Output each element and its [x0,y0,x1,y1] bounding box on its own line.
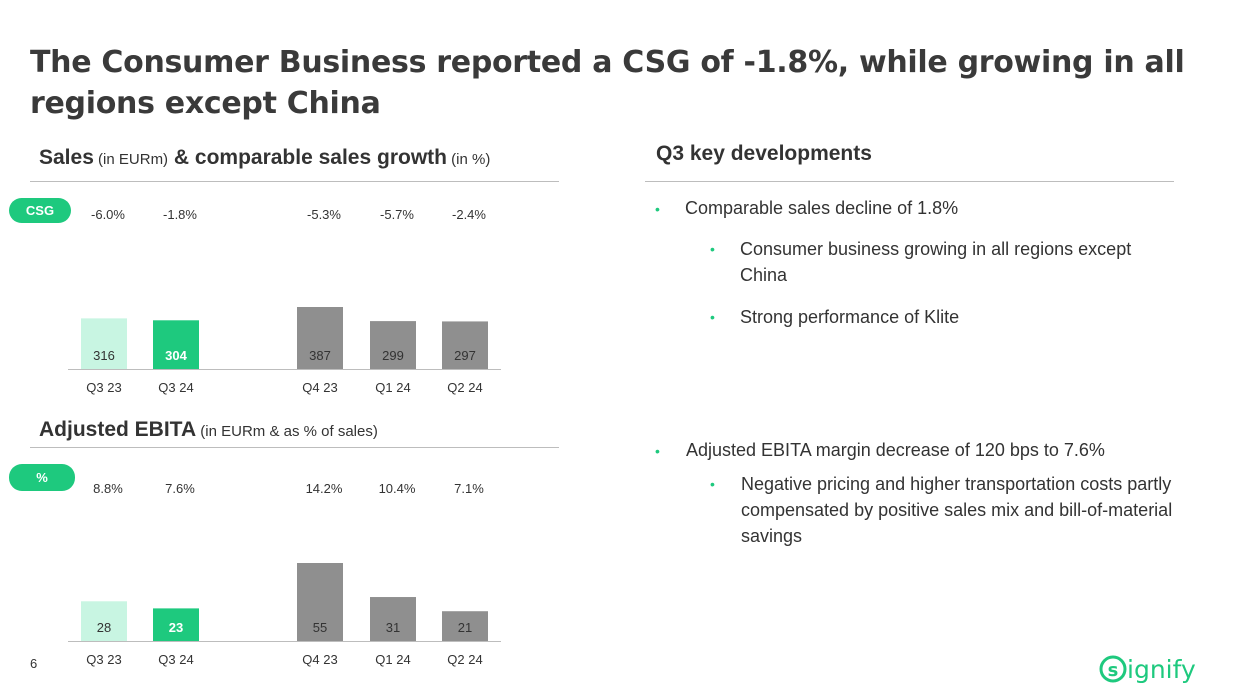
bar-q3-24 [153,608,199,641]
category-label: Q3 24 [158,652,193,667]
bar-q3-24 [153,320,199,369]
logo-text: ignify [1127,655,1196,684]
margin-label: 7.6% [165,481,195,496]
bar-q4-23 [297,307,343,369]
growth-label: -5.7% [380,207,414,222]
bar-q3-23 [81,601,127,641]
sales-title-growth: & comparable sales growth [168,146,447,169]
bullet-dot: • [655,201,660,217]
ebita-section-title: Adjusted EBITA (in EURm & as % of sales) [39,418,378,442]
sub-bullet-dot: • [710,476,715,492]
ebita-divider [30,447,559,448]
bar-q4-23 [297,563,343,641]
page-number: 6 [30,656,38,671]
sales-divider [30,181,559,182]
sales-title-growth-unit: (in %) [446,151,491,168]
bar-value-label: 297 [454,348,476,363]
ebita-chart: 28 Q3 23 8.8% 23 Q3 24 7.6% 55 Q4 23 14.2% 31 Q1 2… [68,481,501,667]
growth-label: -5.3% [307,207,341,222]
csg-pill: CSG [9,198,71,223]
sales-title-bold: Sales [39,146,94,169]
bar-value-label: 387 [309,348,331,363]
sub-bullet-dot: • [710,309,715,325]
sub-bullet-2a: Negative pricing and higher transportati… [741,474,1173,546]
bar-q1-24 [370,597,416,641]
sales-section-title: Sales (in EURm) & comparable sales growt… [39,146,490,170]
percent-pill: % [9,464,75,491]
growth-label: -1.8% [163,207,197,222]
bar-q3-23 [81,318,127,369]
growth-label: -2.4% [452,207,486,222]
bar-value-label: 28 [97,620,111,635]
bar-value-label: 23 [169,620,183,635]
category-label: Q3 23 [86,380,121,395]
bullet-2: Adjusted EBITA margin decrease of 120 bp… [686,440,1105,460]
bar-q2-24 [442,611,488,641]
ebita-title-bold: Adjusted EBITA [39,418,197,441]
category-label: Q4 23 [302,652,337,667]
signify-logo: s ignify [1099,655,1196,684]
svg-text:s: s [1108,660,1119,681]
category-label: Q3 24 [158,380,193,395]
sub-bullet-1b: Strong performance of Klite [740,307,960,327]
margin-label: 10.4% [379,481,416,496]
sales-title-unit: (in EURm) [93,151,169,168]
developments-divider [645,181,1174,182]
margin-label: 14.2% [306,481,343,496]
bar-value-label: 304 [165,348,187,363]
bar-value-label: 31 [386,620,400,635]
bullet-dot: • [655,443,660,459]
bar-value-label: 55 [313,620,327,635]
bar-value-label: 299 [382,348,404,363]
sales-chart: 316 Q3 23 -6.0% 304 Q3 24 -1.8% 387 Q4 23 -5.3% 2… [68,207,501,395]
category-label: Q1 24 [375,380,410,395]
category-label: Q2 24 [447,380,482,395]
developments-title: Q3 key developments [656,142,872,165]
category-label: Q3 23 [86,652,121,667]
bar-q2-24 [442,321,488,369]
margin-label: 8.8% [93,481,123,496]
bullet-1: Comparable sales decline of 1.8% [685,198,959,218]
margin-label: 7.1% [454,481,484,496]
bar-value-label: 316 [93,348,115,363]
category-label: Q1 24 [375,652,410,667]
ebita-title-unit: (in EURm & as % of sales) [196,423,378,440]
category-label: Q4 23 [302,380,337,395]
sub-bullet-dot: • [710,241,715,257]
growth-label: -6.0% [91,207,125,222]
sub-bullet-1a: Consumer business growing in all regions… [740,239,1132,285]
category-label: Q2 24 [447,652,482,667]
bar-value-label: 21 [458,620,472,635]
page-title: The Consumer Business reported a CSG of … [30,45,1185,121]
bar-q1-24 [370,321,416,369]
